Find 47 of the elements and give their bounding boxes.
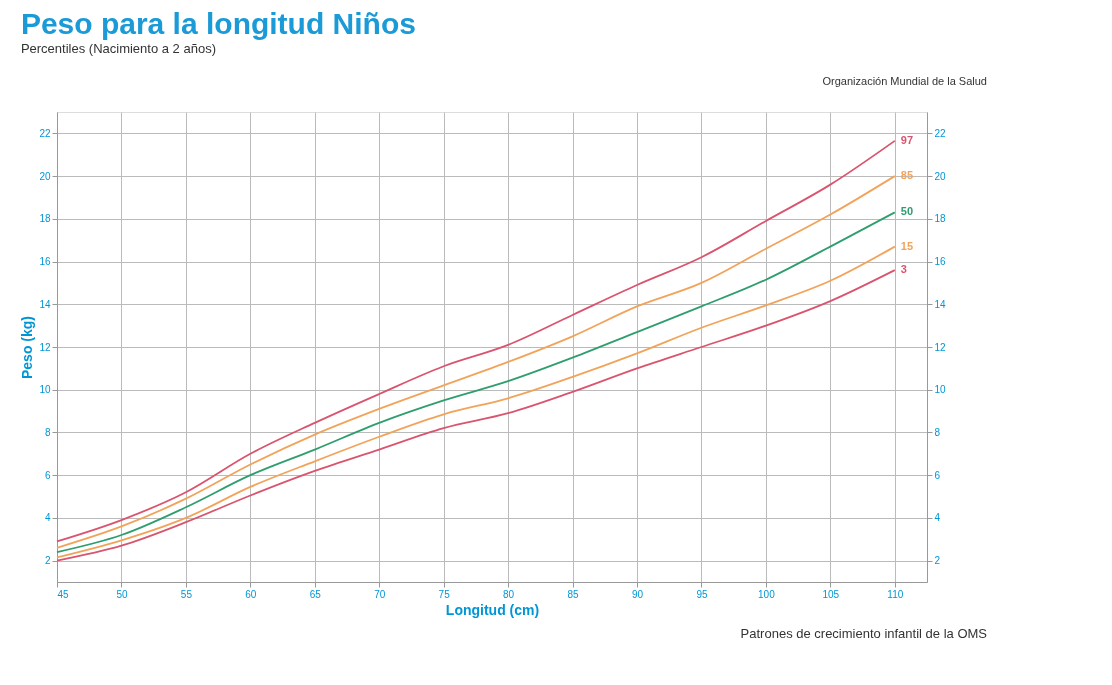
y2-tick-label: 4	[934, 512, 941, 524]
text: Organización Mundial de la Salud	[822, 75, 987, 87]
x-tick-label: 85	[567, 588, 580, 600]
y-tick-label: 22	[39, 127, 51, 139]
x-tick-label: 50	[116, 588, 128, 600]
y-tick-label: 8	[44, 426, 51, 438]
y-tick-label: 10	[39, 384, 51, 396]
y-tick-label: 16	[39, 256, 51, 268]
x-tick-label: 105	[822, 588, 840, 600]
x-axis-title: Longitud (cm)	[445, 601, 540, 618]
x-tick-label: 100	[758, 588, 776, 600]
x-tick-label: 45	[57, 588, 70, 600]
y2-tick-label: 22	[934, 127, 947, 139]
y2-tick-label: 16	[934, 256, 947, 268]
series-label: 50	[900, 205, 914, 218]
x-tick-label: 65	[309, 588, 322, 600]
y-tick-label: 20	[39, 170, 51, 182]
y2-tick-label: 18	[934, 213, 947, 225]
y2-tick-label: 14	[934, 298, 947, 310]
y2-tick-label: 6	[934, 469, 941, 481]
y-tick-label: 18	[39, 213, 51, 225]
y2-tick-label: 2	[934, 555, 941, 567]
y-tick-label: 12	[39, 341, 51, 353]
y-axis-title: Peso (kg)	[19, 315, 36, 380]
y-tick-label: 2	[44, 555, 51, 567]
text: Patrones de crecimiento infantil de la OMS	[740, 626, 988, 641]
series-label: 85	[900, 169, 914, 182]
x-tick-label: 70	[374, 588, 386, 600]
chart-title: Peso para la longitud Niños	[20, 7, 416, 40]
series-label: 3	[900, 263, 907, 276]
chart-subtitle: Percentiles (Nacimiento a 2 años)	[20, 41, 216, 56]
y2-tick-label: 10	[934, 384, 947, 396]
x-tick-label: 75	[438, 588, 451, 600]
x-tick-label: 55	[180, 588, 193, 600]
y-tick-label: 4	[44, 512, 51, 524]
series-label: 15	[900, 239, 914, 252]
x-tick-label: 60	[245, 588, 257, 600]
y2-tick-label: 8	[934, 426, 941, 438]
x-tick-label: 90	[631, 588, 644, 600]
y2-tick-label: 12	[934, 341, 947, 353]
series-label: 97	[900, 133, 914, 146]
y-tick-label: 14	[39, 298, 51, 310]
y-tick-label: 6	[44, 469, 51, 481]
x-tick-label: 95	[696, 588, 708, 600]
y2-tick-label: 20	[934, 170, 947, 182]
x-tick-label: 80	[503, 588, 515, 600]
x-tick-label: 110	[887, 588, 904, 600]
